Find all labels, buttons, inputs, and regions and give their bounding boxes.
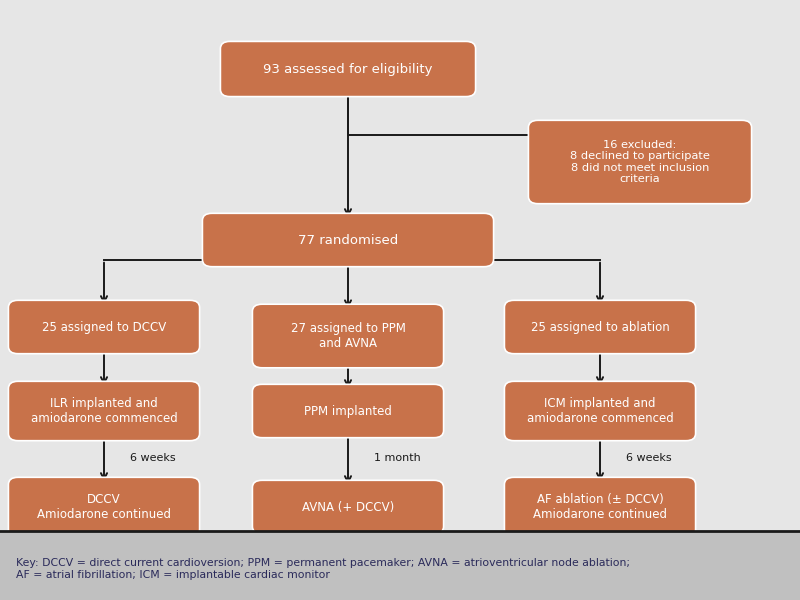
- Text: PPM implanted: PPM implanted: [304, 404, 392, 418]
- FancyBboxPatch shape: [9, 300, 200, 354]
- Text: 25 assigned to DCCV: 25 assigned to DCCV: [42, 320, 166, 334]
- FancyBboxPatch shape: [9, 478, 200, 536]
- Bar: [0, 531, 800, 600]
- FancyBboxPatch shape: [253, 385, 443, 438]
- Text: 27 assigned to PPM
and AVNA: 27 assigned to PPM and AVNA: [290, 322, 406, 350]
- Text: AVNA (+ DCCV): AVNA (+ DCCV): [302, 500, 394, 514]
- Text: ILR implanted and
amiodarone commenced: ILR implanted and amiodarone commenced: [30, 397, 178, 425]
- FancyBboxPatch shape: [504, 478, 695, 536]
- Text: DCCV
Amiodarone continued: DCCV Amiodarone continued: [37, 493, 171, 521]
- Text: 6 weeks: 6 weeks: [626, 453, 671, 463]
- FancyBboxPatch shape: [529, 120, 752, 203]
- Text: 1 month: 1 month: [374, 453, 420, 463]
- FancyBboxPatch shape: [202, 213, 494, 266]
- Text: Key: DCCV = direct current cardioversion; PPM = permanent pacemaker; AVNA = atri: Key: DCCV = direct current cardioversion…: [16, 558, 630, 580]
- FancyBboxPatch shape: [220, 41, 475, 97]
- FancyBboxPatch shape: [253, 480, 443, 534]
- FancyBboxPatch shape: [504, 300, 695, 354]
- Text: 25 assigned to ablation: 25 assigned to ablation: [530, 320, 670, 334]
- FancyBboxPatch shape: [504, 382, 695, 440]
- Text: 93 assessed for eligibility: 93 assessed for eligibility: [263, 62, 433, 76]
- Text: 16 excluded:
8 declined to participate
8 did not meet inclusion
criteria: 16 excluded: 8 declined to participate 8…: [570, 140, 710, 184]
- Text: 6 weeks: 6 weeks: [130, 453, 175, 463]
- Text: AF ablation (± DCCV)
Amiodarone continued: AF ablation (± DCCV) Amiodarone continue…: [533, 493, 667, 521]
- FancyBboxPatch shape: [9, 382, 200, 440]
- FancyBboxPatch shape: [253, 304, 443, 368]
- Text: 77 randomised: 77 randomised: [298, 233, 398, 247]
- Text: ICM implanted and
amiodarone commenced: ICM implanted and amiodarone commenced: [526, 397, 674, 425]
